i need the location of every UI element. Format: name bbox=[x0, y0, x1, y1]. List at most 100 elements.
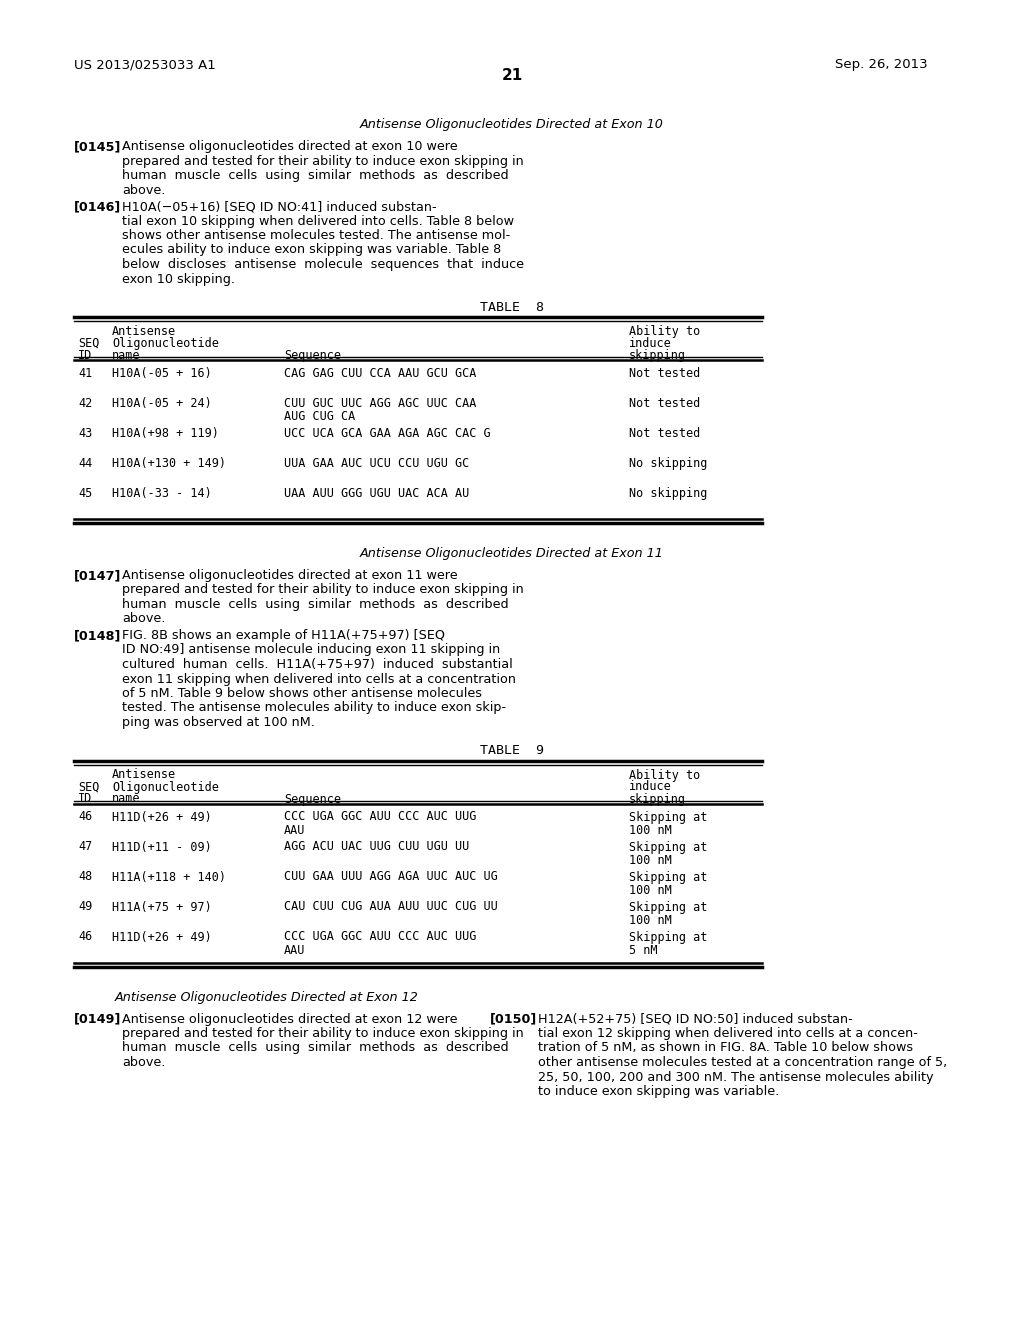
Text: 48: 48 bbox=[78, 870, 92, 883]
Text: Sequence: Sequence bbox=[284, 348, 341, 362]
Text: Skipping at: Skipping at bbox=[629, 810, 708, 824]
Text: 46: 46 bbox=[78, 931, 92, 944]
Text: AAU: AAU bbox=[284, 824, 305, 837]
Text: Not tested: Not tested bbox=[629, 397, 700, 411]
Text: to induce exon skipping was variable.: to induce exon skipping was variable. bbox=[538, 1085, 779, 1098]
Text: Sep. 26, 2013: Sep. 26, 2013 bbox=[835, 58, 928, 71]
Text: ID: ID bbox=[78, 348, 92, 362]
Text: CCC UGA GGC AUU CCC AUC UUG: CCC UGA GGC AUU CCC AUC UUG bbox=[284, 931, 476, 944]
Text: name: name bbox=[112, 792, 140, 805]
Text: prepared and tested for their ability to induce exon skipping in: prepared and tested for their ability to… bbox=[122, 1027, 523, 1040]
Text: 100 nM: 100 nM bbox=[629, 854, 672, 866]
Text: 47: 47 bbox=[78, 841, 92, 854]
Text: human  muscle  cells  using  similar  methods  as  described: human muscle cells using similar methods… bbox=[122, 598, 509, 611]
Text: 100 nM: 100 nM bbox=[629, 883, 672, 896]
Text: AAU: AAU bbox=[284, 944, 305, 957]
Text: above.: above. bbox=[122, 1056, 165, 1069]
Text: Sequence: Sequence bbox=[284, 792, 341, 805]
Text: Not tested: Not tested bbox=[629, 426, 700, 440]
Text: [0148]: [0148] bbox=[74, 630, 122, 642]
Text: induce: induce bbox=[629, 337, 672, 350]
Text: above.: above. bbox=[122, 612, 165, 626]
Text: Ability to: Ability to bbox=[629, 325, 700, 338]
Text: 100 nM: 100 nM bbox=[629, 913, 672, 927]
Text: H11A(+75 + 97): H11A(+75 + 97) bbox=[112, 900, 212, 913]
Text: Oligonucleotide: Oligonucleotide bbox=[112, 337, 219, 350]
Text: H11A(+118 + 140): H11A(+118 + 140) bbox=[112, 870, 226, 883]
Text: H12A(+52+75) [SEQ ID NO:50] induced substan-: H12A(+52+75) [SEQ ID NO:50] induced subs… bbox=[538, 1012, 853, 1026]
Text: Skipping at: Skipping at bbox=[629, 841, 708, 854]
Text: [0147]: [0147] bbox=[74, 569, 122, 582]
Text: 5 nM: 5 nM bbox=[629, 944, 657, 957]
Text: ecules ability to induce exon skipping was variable. Table 8: ecules ability to induce exon skipping w… bbox=[122, 243, 502, 256]
Text: 43: 43 bbox=[78, 426, 92, 440]
Text: 42: 42 bbox=[78, 397, 92, 411]
Text: 21: 21 bbox=[502, 69, 522, 83]
Text: cultured  human  cells.  H11A(+75+97)  induced  substantial: cultured human cells. H11A(+75+97) induc… bbox=[122, 657, 513, 671]
Text: ping was observed at 100 nM.: ping was observed at 100 nM. bbox=[122, 715, 314, 729]
Text: UUA GAA AUC UCU CCU UGU GC: UUA GAA AUC UCU CCU UGU GC bbox=[284, 457, 469, 470]
Text: [0146]: [0146] bbox=[74, 201, 121, 213]
Text: name: name bbox=[112, 348, 140, 362]
Text: prepared and tested for their ability to induce exon skipping in: prepared and tested for their ability to… bbox=[122, 583, 523, 597]
Text: tial exon 10 skipping when delivered into cells. Table 8 below: tial exon 10 skipping when delivered int… bbox=[122, 214, 514, 227]
Text: 100 nM: 100 nM bbox=[629, 824, 672, 837]
Text: [0149]: [0149] bbox=[74, 1012, 122, 1026]
Text: SEQ: SEQ bbox=[78, 337, 99, 350]
Text: tration of 5 nM, as shown in FIG. 8A. Table 10 below shows: tration of 5 nM, as shown in FIG. 8A. Ta… bbox=[538, 1041, 913, 1055]
Text: tial exon 12 skipping when delivered into cells at a concen-: tial exon 12 skipping when delivered int… bbox=[538, 1027, 918, 1040]
Text: tested. The antisense molecules ability to induce exon skip-: tested. The antisense molecules ability … bbox=[122, 701, 506, 714]
Text: H10A(-05 + 16): H10A(-05 + 16) bbox=[112, 367, 212, 380]
Text: TABLE  9: TABLE 9 bbox=[480, 744, 544, 758]
Text: Antisense Oligonucleotides Directed at Exon 11: Antisense Oligonucleotides Directed at E… bbox=[360, 546, 664, 560]
Text: [0150]: [0150] bbox=[490, 1012, 538, 1026]
Text: shows other antisense molecules tested. The antisense mol-: shows other antisense molecules tested. … bbox=[122, 228, 510, 242]
Text: exon 10 skipping.: exon 10 skipping. bbox=[122, 272, 234, 285]
Text: TABLE  8: TABLE 8 bbox=[480, 301, 544, 314]
Text: Antisense: Antisense bbox=[112, 325, 176, 338]
Text: H11D(+26 + 49): H11D(+26 + 49) bbox=[112, 810, 212, 824]
Text: exon 11 skipping when delivered into cells at a concentration: exon 11 skipping when delivered into cel… bbox=[122, 672, 516, 685]
Text: ID NO:49] antisense molecule inducing exon 11 skipping in: ID NO:49] antisense molecule inducing ex… bbox=[122, 644, 501, 656]
Text: induce: induce bbox=[629, 780, 672, 793]
Text: Not tested: Not tested bbox=[629, 367, 700, 380]
Text: prepared and tested for their ability to induce exon skipping in: prepared and tested for their ability to… bbox=[122, 154, 523, 168]
Text: H11D(+11 - 09): H11D(+11 - 09) bbox=[112, 841, 212, 854]
Text: CUU GUC UUC AGG AGC UUC CAA: CUU GUC UUC AGG AGC UUC CAA bbox=[284, 397, 476, 411]
Text: Oligonucleotide: Oligonucleotide bbox=[112, 780, 219, 793]
Text: Antisense Oligonucleotides Directed at Exon 10: Antisense Oligonucleotides Directed at E… bbox=[360, 117, 664, 131]
Text: human  muscle  cells  using  similar  methods  as  described: human muscle cells using similar methods… bbox=[122, 1041, 509, 1055]
Text: UCC UCA GCA GAA AGA AGC CAC G: UCC UCA GCA GAA AGA AGC CAC G bbox=[284, 426, 490, 440]
Text: Antisense oligonucleotides directed at exon 11 were: Antisense oligonucleotides directed at e… bbox=[122, 569, 458, 582]
Text: Ability to: Ability to bbox=[629, 768, 700, 781]
Text: Antisense oligonucleotides directed at exon 12 were: Antisense oligonucleotides directed at e… bbox=[122, 1012, 458, 1026]
Text: human  muscle  cells  using  similar  methods  as  described: human muscle cells using similar methods… bbox=[122, 169, 509, 182]
Text: ID: ID bbox=[78, 792, 92, 805]
Text: CUU GAA UUU AGG AGA UUC AUC UG: CUU GAA UUU AGG AGA UUC AUC UG bbox=[284, 870, 498, 883]
Text: 41: 41 bbox=[78, 367, 92, 380]
Text: 49: 49 bbox=[78, 900, 92, 913]
Text: H11D(+26 + 49): H11D(+26 + 49) bbox=[112, 931, 212, 944]
Text: CAU CUU CUG AUA AUU UUC CUG UU: CAU CUU CUG AUA AUU UUC CUG UU bbox=[284, 900, 498, 913]
Text: Antisense Oligonucleotides Directed at Exon 12: Antisense Oligonucleotides Directed at E… bbox=[115, 990, 419, 1003]
Text: Skipping at: Skipping at bbox=[629, 931, 708, 944]
Text: of 5 nM. Table 9 below shows other antisense molecules: of 5 nM. Table 9 below shows other antis… bbox=[122, 686, 482, 700]
Text: UAA AUU GGG UGU UAC ACA AU: UAA AUU GGG UGU UAC ACA AU bbox=[284, 487, 469, 500]
Text: No skipping: No skipping bbox=[629, 487, 708, 500]
Text: H10A(+130 + 149): H10A(+130 + 149) bbox=[112, 457, 226, 470]
Text: CCC UGA GGC AUU CCC AUC UUG: CCC UGA GGC AUU CCC AUC UUG bbox=[284, 810, 476, 824]
Text: skipping: skipping bbox=[629, 792, 686, 805]
Text: Antisense: Antisense bbox=[112, 768, 176, 781]
Text: 44: 44 bbox=[78, 457, 92, 470]
Text: SEQ: SEQ bbox=[78, 780, 99, 793]
Text: FIG. 8B shows an example of H11A(+75+97) [SEQ: FIG. 8B shows an example of H11A(+75+97)… bbox=[122, 630, 445, 642]
Text: H10A(-33 - 14): H10A(-33 - 14) bbox=[112, 487, 212, 500]
Text: 45: 45 bbox=[78, 487, 92, 500]
Text: 25, 50, 100, 200 and 300 nM. The antisense molecules ability: 25, 50, 100, 200 and 300 nM. The antisen… bbox=[538, 1071, 934, 1084]
Text: CAG GAG CUU CCA AAU GCU GCA: CAG GAG CUU CCA AAU GCU GCA bbox=[284, 367, 476, 380]
Text: AUG CUG CA: AUG CUG CA bbox=[284, 411, 355, 422]
Text: H10A(-05 + 24): H10A(-05 + 24) bbox=[112, 397, 212, 411]
Text: skipping: skipping bbox=[629, 348, 686, 362]
Text: below  discloses  antisense  molecule  sequences  that  induce: below discloses antisense molecule seque… bbox=[122, 257, 524, 271]
Text: AGG ACU UAC UUG CUU UGU UU: AGG ACU UAC UUG CUU UGU UU bbox=[284, 841, 469, 854]
